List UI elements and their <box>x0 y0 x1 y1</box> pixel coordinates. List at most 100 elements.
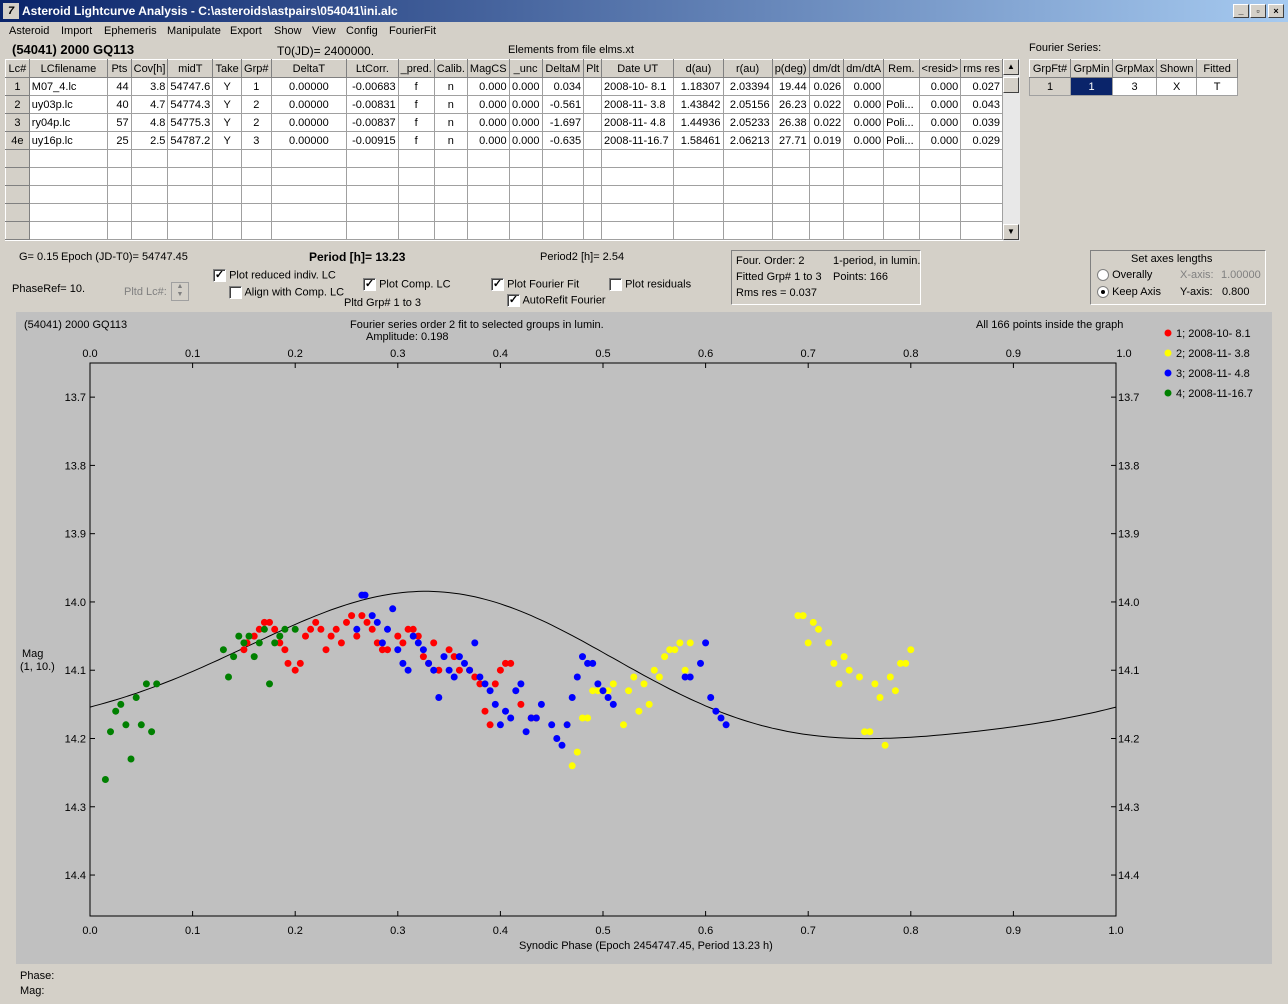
table-cell[interactable]: 0.000 <box>918 113 962 132</box>
table-cell[interactable] <box>583 95 602 114</box>
lc-col-header[interactable]: _pred. <box>397 59 435 78</box>
table-cell[interactable]: Poli... <box>883 113 920 132</box>
table-cell[interactable] <box>600 167 675 186</box>
table-cell[interactable] <box>673 221 724 240</box>
table-cell[interactable] <box>130 167 169 186</box>
table-cell[interactable] <box>960 149 1003 168</box>
table-cell[interactable] <box>541 167 585 186</box>
table-cell[interactable]: -0.00831 <box>346 95 399 114</box>
table-cell[interactable] <box>397 185 435 204</box>
table-cell[interactable]: 0.00000 <box>270 95 348 114</box>
fourier-cell-fitted[interactable]: T <box>1196 77 1239 96</box>
table-cell[interactable] <box>130 203 169 222</box>
table-cell[interactable]: 0.000 <box>843 77 885 96</box>
close-button[interactable]: × <box>1268 4 1284 18</box>
table-cell[interactable] <box>346 149 399 168</box>
row-header[interactable] <box>5 167 30 186</box>
table-cell[interactable]: 0.00000 <box>270 131 348 150</box>
table-cell[interactable] <box>771 203 810 222</box>
table-cell[interactable]: Y <box>212 131 243 150</box>
table-cell[interactable]: 0.000 <box>918 77 962 96</box>
table-row-empty[interactable] <box>5 203 1003 222</box>
table-cell[interactable] <box>466 221 510 240</box>
lc-col-header[interactable]: dm/dt <box>808 59 845 78</box>
table-cell[interactable]: 54775.3 <box>167 113 214 132</box>
table-cell[interactable] <box>167 167 214 186</box>
table-cell[interactable] <box>771 221 810 240</box>
menu-manipulate[interactable]: Manipulate <box>167 25 221 37</box>
table-cell[interactable]: 0.000 <box>843 95 885 114</box>
row-header[interactable]: 2 <box>5 95 30 114</box>
table-cell[interactable] <box>28 203 109 222</box>
table-cell[interactable]: 0.000 <box>466 95 510 114</box>
table-cell[interactable] <box>508 221 543 240</box>
table-cell[interactable]: Y <box>212 77 243 96</box>
fourier-col-grpmax[interactable]: GrpMax <box>1111 59 1158 78</box>
table-cell[interactable] <box>28 167 109 186</box>
lc-col-header[interactable]: d(au) <box>673 59 724 78</box>
table-cell[interactable] <box>508 185 543 204</box>
table-cell[interactable] <box>722 167 773 186</box>
row-header[interactable]: 4e <box>5 131 30 150</box>
table-cell[interactable]: n <box>433 77 468 96</box>
fourier-col-shown[interactable]: Shown <box>1156 59 1198 78</box>
table-cell[interactable]: 54787.2 <box>167 131 214 150</box>
table-cell[interactable] <box>241 203 272 222</box>
table-cell[interactable]: ry04p.lc <box>28 113 109 132</box>
table-cell[interactable] <box>883 149 920 168</box>
lc-col-header[interactable]: Take <box>212 59 243 78</box>
table-cell[interactable]: f <box>397 77 435 96</box>
table-cell[interactable]: 57 <box>107 113 132 132</box>
table-cell[interactable]: 0.039 <box>960 113 1003 132</box>
table-cell[interactable] <box>843 167 885 186</box>
table-cell[interactable] <box>107 185 132 204</box>
table-cell[interactable] <box>600 149 675 168</box>
table-cell[interactable] <box>918 167 962 186</box>
plot-comp-checkbox[interactable]: ✓ Plot Comp. LC <box>363 278 451 291</box>
lc-col-header[interactable]: p(deg) <box>771 59 810 78</box>
table-cell[interactable]: 0.00000 <box>270 77 348 96</box>
table-cell[interactable] <box>541 149 585 168</box>
table-cell[interactable] <box>960 185 1003 204</box>
table-cell[interactable]: 44 <box>107 77 132 96</box>
table-cell[interactable] <box>918 149 962 168</box>
lc-col-header[interactable]: DeltaM <box>541 59 585 78</box>
phaseref-label[interactable]: PhaseRef= 10. <box>12 283 86 295</box>
table-cell[interactable] <box>673 149 724 168</box>
table-cell[interactable]: Y <box>212 113 243 132</box>
table-cell[interactable]: 2008-11- 3.8 <box>600 95 675 114</box>
table-cell[interactable] <box>28 221 109 240</box>
table-cell[interactable]: 26.38 <box>771 113 810 132</box>
table-cell[interactable] <box>583 149 602 168</box>
table-cell[interactable] <box>883 185 920 204</box>
table-row-empty[interactable] <box>5 167 1003 186</box>
table-cell[interactable] <box>918 185 962 204</box>
table-cell[interactable] <box>960 221 1003 240</box>
table-cell[interactable] <box>673 203 724 222</box>
table-cell[interactable] <box>541 221 585 240</box>
table-cell[interactable] <box>583 203 602 222</box>
table-cell[interactable]: 1 <box>241 77 272 96</box>
table-cell[interactable] <box>583 167 602 186</box>
table-cell[interactable] <box>130 221 169 240</box>
scroll-down-icon[interactable]: ▼ <box>1003 224 1019 240</box>
restore-button[interactable]: ▫ <box>1250 4 1266 18</box>
table-cell[interactable] <box>960 203 1003 222</box>
table-cell[interactable] <box>583 185 602 204</box>
table-cell[interactable]: 2.05156 <box>722 95 773 114</box>
lc-col-header[interactable]: Date UT <box>600 59 675 78</box>
table-cell[interactable] <box>883 221 920 240</box>
table-cell[interactable]: uy16p.lc <box>28 131 109 150</box>
table-cell[interactable] <box>883 203 920 222</box>
menu-export[interactable]: Export <box>230 25 262 37</box>
lc-col-header[interactable]: Plt <box>583 59 602 78</box>
table-cell[interactable]: 1.44936 <box>673 113 724 132</box>
menu-asteroid[interactable]: Asteroid <box>9 25 50 37</box>
table-cell[interactable]: -0.00683 <box>346 77 399 96</box>
table-cell[interactable] <box>541 185 585 204</box>
table-cell[interactable] <box>508 149 543 168</box>
table-cell[interactable]: 27.71 <box>771 131 810 150</box>
table-cell[interactable] <box>212 185 243 204</box>
table-cell[interactable] <box>466 149 510 168</box>
table-cell[interactable] <box>241 149 272 168</box>
